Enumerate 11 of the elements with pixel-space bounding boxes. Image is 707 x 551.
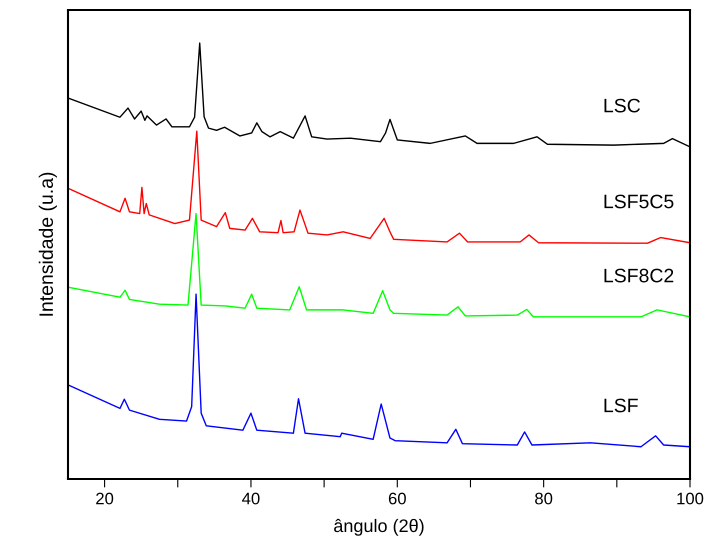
- x-tick-label: 40: [242, 492, 260, 504]
- series-label: LSF5C5: [604, 194, 674, 208]
- series-label: LSF8C2: [604, 268, 674, 282]
- x-tick-label: 100: [677, 492, 704, 504]
- x-axis-title: ângulo (2θ): [334, 518, 424, 536]
- series-label: LSC: [604, 98, 640, 112]
- x-tick-label: 60: [388, 492, 406, 504]
- x-tick-label: 20: [96, 492, 114, 504]
- y-axis-title: Intensidade (u.a): [38, 172, 57, 316]
- x-tick-label: 80: [535, 492, 552, 504]
- series-label: LSF: [604, 398, 638, 412]
